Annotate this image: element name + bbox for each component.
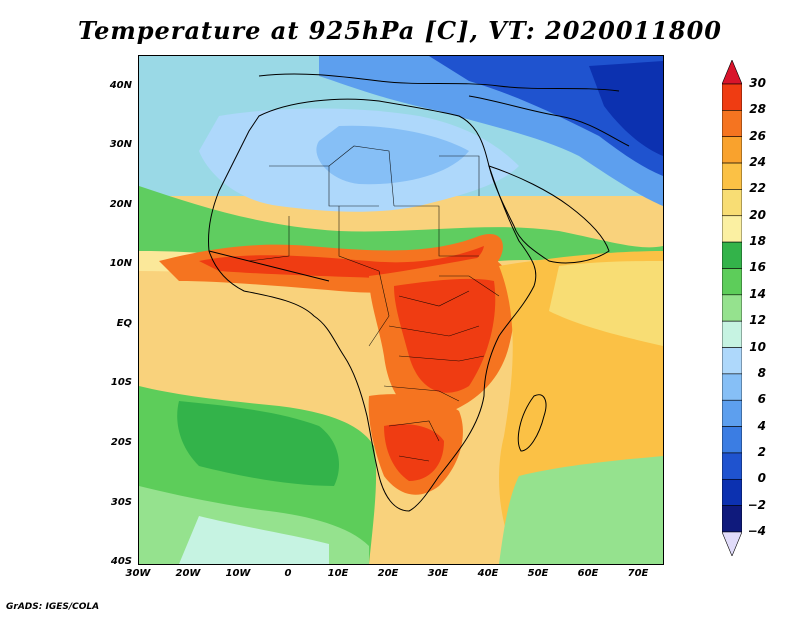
lat-label-30s: 30S	[110, 497, 132, 508]
border-line	[388, 325, 480, 337]
colorbar-level-label: −4	[747, 524, 766, 538]
arabia-coastline	[488, 165, 610, 264]
colorbar-segment	[722, 136, 742, 164]
colorbar-level-label: 24	[749, 155, 766, 170]
central-africa-core-field	[394, 278, 496, 393]
lon-label-10w: 10W	[225, 568, 251, 579]
lon-label-10e: 10E	[327, 568, 349, 579]
lat-label-20s: 20S	[110, 437, 132, 448]
border-line	[269, 165, 379, 207]
lon-label-0: 0	[284, 568, 292, 579]
colorbar-level-label: 6	[757, 392, 766, 407]
lat-label-eq: EQ	[116, 318, 132, 329]
border-line	[398, 290, 470, 307]
colorbar-level-label: −2	[747, 497, 766, 512]
colorbar-level-label: 10	[749, 339, 766, 354]
colorbar-level-label: 0	[757, 471, 766, 486]
colorbar-segment	[722, 294, 742, 322]
border-line	[328, 145, 395, 207]
border-line	[394, 205, 479, 257]
lat-label-30n: 30N	[109, 139, 132, 150]
africa-coastline	[208, 98, 537, 512]
colorbar-level-label: 22	[749, 181, 766, 196]
colorbar-segment	[722, 162, 742, 190]
colorbar-level-label: 28	[749, 102, 766, 117]
border-line	[439, 275, 500, 297]
sahara-inner-field	[316, 125, 469, 185]
europe-coastline	[258, 73, 620, 92]
lat-label-40n: 40N	[109, 80, 132, 91]
colorbar-segment	[722, 373, 742, 401]
lon-label-50e: 50E	[527, 568, 549, 579]
lon-label-70e: 70E	[627, 568, 649, 579]
near-east-coastline	[468, 95, 630, 147]
iran-cold-core-field	[589, 61, 663, 156]
temperature-map-canvas	[139, 56, 663, 564]
lat-label-10s: 10S	[110, 377, 132, 388]
lon-label-60e: 60E	[577, 568, 599, 579]
west-africa-coastline	[208, 250, 330, 282]
colorbar-segment	[722, 320, 742, 348]
temperature-field	[139, 56, 663, 564]
border-line	[338, 206, 380, 272]
colorbar-level-label: 12	[749, 313, 766, 328]
indian-ocean-pale-field	[549, 261, 663, 346]
southern-africa-core-field	[384, 424, 444, 481]
lon-label-40e: 40E	[477, 568, 499, 579]
border-line	[388, 420, 440, 442]
border-line	[248, 216, 290, 262]
temperature-map	[138, 55, 664, 565]
coastlines	[208, 73, 630, 512]
colorbar-level-label: 30	[749, 76, 766, 90]
colorbar-level-label: 20	[749, 207, 766, 222]
lat-label-10n: 10N	[109, 258, 132, 269]
colorbar-segment	[722, 505, 742, 533]
colorbar-segment	[722, 426, 742, 454]
colorbar-segment	[722, 268, 742, 296]
colorbar-level-label: 16	[749, 260, 766, 275]
colorbar-level-label: 14	[749, 286, 766, 301]
lat-label-20n: 20N	[109, 199, 132, 210]
lon-label-20e: 20E	[377, 568, 399, 579]
colorbar-top-triangle	[722, 60, 742, 85]
colorbar-level-label: 8	[757, 365, 766, 380]
lat-label-40s: 40S	[110, 556, 132, 567]
colorbar-segment	[722, 83, 742, 111]
colorbar-segment	[722, 347, 742, 375]
madagascar-coastline	[517, 394, 547, 452]
colorbar-segment	[722, 189, 742, 217]
lon-label-30e: 30E	[427, 568, 449, 579]
temperature-colorbar	[722, 60, 742, 556]
colorbar-segment	[722, 399, 742, 427]
southern-ocean-cool-field	[179, 516, 329, 564]
border-line	[383, 385, 460, 402]
lon-label-20w: 20W	[175, 568, 201, 579]
lon-label-30w: 30W	[125, 568, 151, 579]
colorbar-level-label: 2	[757, 444, 766, 459]
border-line	[398, 355, 485, 362]
grads-credit: GrADS: IGES/COLA	[6, 602, 100, 612]
colorbar-segment	[722, 241, 742, 269]
colorbar-segment	[722, 478, 742, 506]
southern-indian-green-field	[499, 456, 663, 564]
colorbar-bottom-triangle	[722, 531, 742, 556]
border-line	[368, 270, 390, 347]
colorbar-segment	[722, 215, 742, 243]
colorbar-level-label: 26	[749, 128, 766, 143]
country-borders	[248, 145, 500, 462]
border-line	[439, 155, 480, 196]
map-title: Temperature at 925hPa [C], VT: 202001180…	[77, 16, 723, 45]
colorbar-level-label: 4	[757, 418, 766, 433]
colorbar-segment	[722, 452, 742, 480]
south-atlantic-core-field	[177, 401, 339, 486]
colorbar-level-label: 18	[749, 234, 766, 249]
colorbar-segment	[722, 110, 742, 138]
border-line	[398, 455, 430, 462]
